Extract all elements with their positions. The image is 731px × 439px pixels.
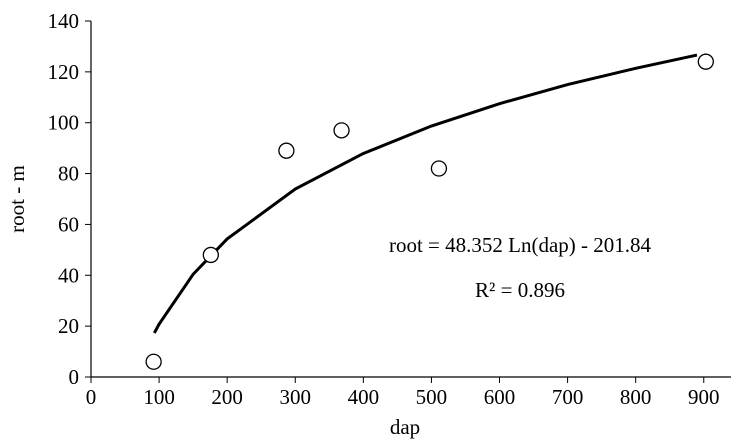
y-axis-label: root - m [5, 165, 29, 233]
x-axis-label: dap [390, 415, 420, 439]
x-tick-label: 500 [416, 385, 448, 409]
trendline [152, 53, 698, 334]
r-squared: R² = 0.896 [475, 278, 565, 302]
point [333, 122, 350, 139]
y-tick-label: 140 [48, 9, 80, 33]
y-tick-label: 100 [48, 111, 80, 135]
x-tick-label: 100 [143, 385, 175, 409]
point [430, 160, 448, 177]
y-tick-label: 120 [48, 60, 80, 84]
y-tick-label: 0 [69, 365, 80, 389]
x-tick-label: 400 [348, 385, 380, 409]
point [202, 246, 219, 264]
x-tick-label: 200 [211, 385, 243, 409]
y-tick-label: 80 [58, 162, 79, 186]
x-tick-label: 600 [484, 385, 516, 409]
point [145, 353, 162, 370]
y-tick-label: 20 [58, 314, 79, 338]
equation: root = 48.352 Ln(dap) - 201.84 [389, 233, 652, 257]
y-tick-label: 40 [58, 263, 79, 287]
x-tick-label: 800 [620, 385, 652, 409]
x-tick-label: 700 [552, 385, 584, 409]
y-tick-label: 60 [58, 212, 79, 236]
point [278, 142, 295, 159]
x-tick-label: 300 [280, 385, 312, 409]
x-tick-label: 900 [688, 385, 720, 409]
x-tick-label: 0 [86, 385, 97, 409]
point [697, 53, 714, 70]
